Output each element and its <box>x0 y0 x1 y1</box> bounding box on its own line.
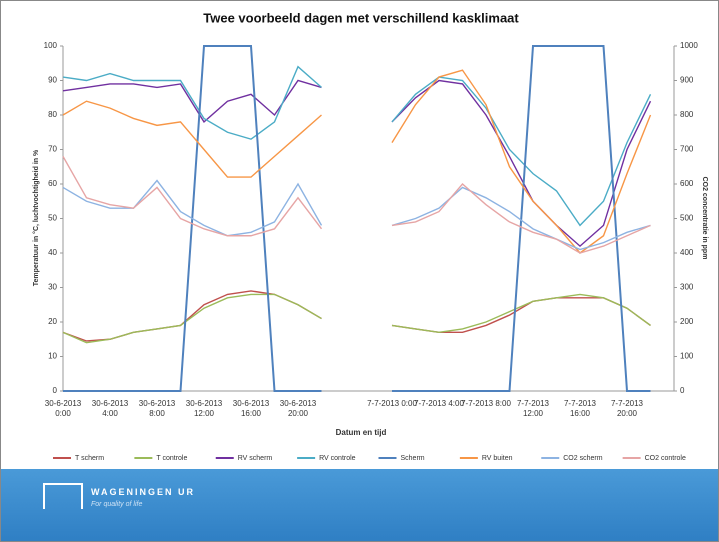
y2-axis-label: CO2 concentratie in ppm <box>701 177 708 260</box>
y-tick-label: 20 <box>48 317 57 326</box>
legend-label: RV scherm <box>238 455 273 462</box>
y2-tick-label: 100 <box>680 352 694 361</box>
y2-tick-label: 800 <box>680 110 694 119</box>
x-axis-label: Datum en tijd <box>336 428 387 437</box>
logo-mark <box>43 483 83 509</box>
y2-tick-label: 700 <box>680 145 694 154</box>
x-tick-label: 30-6-2013 4:00 <box>91 399 129 418</box>
tagline: For quality of life <box>91 501 143 508</box>
footer: WAGENINGEN UR For quality of life <box>1 469 718 541</box>
x-tick-label: 30-6-2013 16:00 <box>232 399 270 418</box>
y-tick-label: 60 <box>48 179 57 188</box>
y-tick-label: 100 <box>44 41 58 50</box>
y-tick-label: 90 <box>48 76 57 85</box>
chart: Twee voorbeeld dagen met verschillend ka… <box>32 10 708 462</box>
y-tick-label: 40 <box>48 248 57 257</box>
y-tick-label: 80 <box>48 110 57 119</box>
legend-label: T scherm <box>75 455 104 462</box>
y2-tick-label: 900 <box>680 76 694 85</box>
x-tick-label: 7-7-2013 12:00 <box>516 399 550 418</box>
x-tick-label: 7-7-2013 20:00 <box>610 399 644 418</box>
y-tick-label: 70 <box>48 145 57 154</box>
x-tick-label: 30-6-2013 12:00 <box>185 399 223 418</box>
x-tick-label: 7-7-2013 0:00 <box>367 399 417 408</box>
series-line <box>62 69 652 254</box>
x-tick-label: 7-7-2013 4:00 <box>414 399 464 408</box>
logo-text: WAGENINGEN UR <box>91 487 196 497</box>
x-tick-label: 30-6-2013 0:00 <box>44 399 82 418</box>
y-tick-label: 10 <box>48 352 57 361</box>
x-tick-label: 30-6-2013 20:00 <box>279 399 317 418</box>
series-line <box>62 179 651 251</box>
series-line <box>62 65 652 227</box>
y-axis-label: Temperatuur in °C, luchtvochtigheid in % <box>32 149 40 286</box>
series-line <box>62 156 651 254</box>
legend-label: RV controle <box>319 455 356 462</box>
y2-tick-label: 500 <box>680 214 694 223</box>
x-tick-label: 7-7-2013 8:00 <box>461 399 511 408</box>
series-line <box>63 45 651 392</box>
y2-tick-label: 1000 <box>680 41 698 50</box>
y2-tick-label: 200 <box>680 317 694 326</box>
legend-label: CO2 controle <box>645 455 686 462</box>
series-line <box>62 290 651 342</box>
y-tick-label: 0 <box>53 386 58 395</box>
chart-title: Twee voorbeeld dagen met verschillend ka… <box>203 10 519 25</box>
legend-label: RV buiten <box>482 455 513 462</box>
y2-tick-label: 0 <box>680 386 685 395</box>
y2-tick-label: 400 <box>680 248 694 257</box>
y2-tick-label: 600 <box>680 179 694 188</box>
x-tick-label: 7-7-2013 16:00 <box>563 399 597 418</box>
y-tick-label: 50 <box>48 214 57 223</box>
y-tick-label: 30 <box>48 283 57 292</box>
legend-label: CO2 scherm <box>563 455 602 462</box>
legend-label: Scherm <box>401 455 425 462</box>
series-line <box>62 293 651 344</box>
legend-label: T controle <box>156 455 187 462</box>
y2-tick-label: 300 <box>680 283 694 292</box>
series-line <box>62 79 652 248</box>
x-tick-label: 30-6-2013 8:00 <box>138 399 176 418</box>
